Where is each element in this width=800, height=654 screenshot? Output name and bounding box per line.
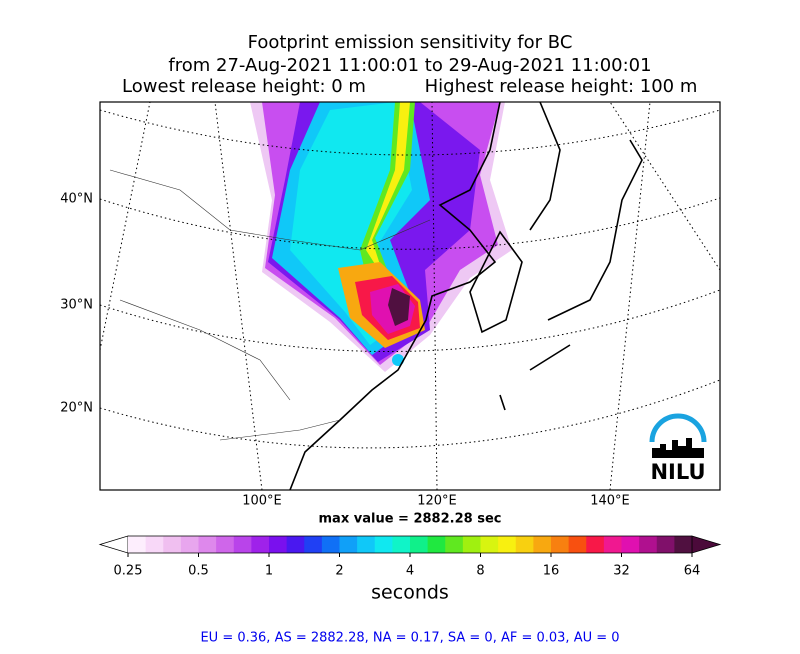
lon-label: 140°E: [590, 494, 630, 509]
colorbar-cell: [321, 536, 340, 553]
colorbar-cell: [480, 536, 499, 553]
colorbar-tick-label: 0.25: [114, 564, 143, 579]
footer: EU = 0.36, AS = 2882.28, NA = 0.17, SA =…: [200, 631, 619, 646]
colorbar-cell: [621, 536, 640, 553]
colorbar-label: seconds: [371, 582, 449, 604]
map-frame: [99, 101, 721, 491]
colorbar-cell: [639, 536, 658, 553]
colorbar-tick-label: 32: [613, 564, 630, 579]
lon-label: 100°E: [242, 494, 282, 509]
lat-label: 20°N: [60, 401, 93, 416]
colorbar-cell: [198, 536, 217, 553]
colorbar-tick-label: 4: [406, 564, 414, 579]
colorbar-cell: [128, 536, 147, 553]
colorbar-cell: [533, 536, 552, 553]
colorbar-tick-label: 1: [265, 564, 273, 579]
colorbar-cell: [392, 536, 411, 553]
colorbar-cell: [656, 536, 675, 553]
max-value: max value = 2882.28 sec: [319, 512, 502, 527]
colorbar-cell: [674, 536, 693, 553]
colorbar-cell: [216, 536, 235, 553]
colorbar-tick-label: 0.5: [188, 564, 209, 579]
lon-label: 120°E: [417, 494, 457, 509]
colorbar-cell: [269, 536, 288, 553]
colorbar-cell: [445, 536, 464, 553]
title-line: Lowest release height: 0 m: [122, 76, 366, 97]
colorbar-cell: [603, 536, 622, 553]
title-line: from 27-Aug-2021 11:00:01 to 29-Aug-2021…: [168, 55, 651, 76]
colorbar-cell: [551, 536, 570, 553]
colorbar-tick-label: 8: [476, 564, 484, 579]
colorbar-cell: [304, 536, 323, 553]
colorbar-cell: [145, 536, 164, 553]
title-line: Highest release height: 100 m: [425, 76, 698, 97]
lat-label: 30°N: [60, 298, 93, 313]
colorbar-cell: [568, 536, 587, 553]
colorbar-tick-label: 2: [335, 564, 343, 579]
colorbar-cell: [180, 536, 199, 553]
colorbar-cell: [374, 536, 393, 553]
logo: NILU: [649, 413, 707, 484]
colorbar-cell: [339, 536, 358, 553]
colorbar-cell: [462, 536, 481, 553]
colorbar-under: [98, 535, 129, 554]
colorbar-cell: [251, 536, 270, 553]
lat-label: 40°N: [60, 192, 93, 207]
colorbar-tick-label: 16: [543, 564, 560, 579]
colorbar-over: [691, 535, 722, 554]
colorbar-cell: [357, 536, 376, 553]
colorbar-cell: [586, 536, 605, 553]
colorbar-tick-label: 64: [684, 564, 701, 579]
colorbar-cell: [515, 536, 534, 553]
colorbar-cell: [427, 536, 446, 553]
colorbar-cell: [498, 536, 517, 553]
title-line: Footprint emission sensitivity for BC: [248, 32, 573, 53]
colorbar: 0.25 0.5 1 2 4 8 16 32 64: [98, 535, 722, 579]
colorbar-cell: [286, 536, 305, 553]
map: [100, 102, 720, 490]
colorbar-cell: [233, 536, 252, 553]
colorbar-cell: [163, 536, 182, 553]
logo-text: NILU: [650, 460, 705, 484]
colorbar-cell: [410, 536, 429, 553]
